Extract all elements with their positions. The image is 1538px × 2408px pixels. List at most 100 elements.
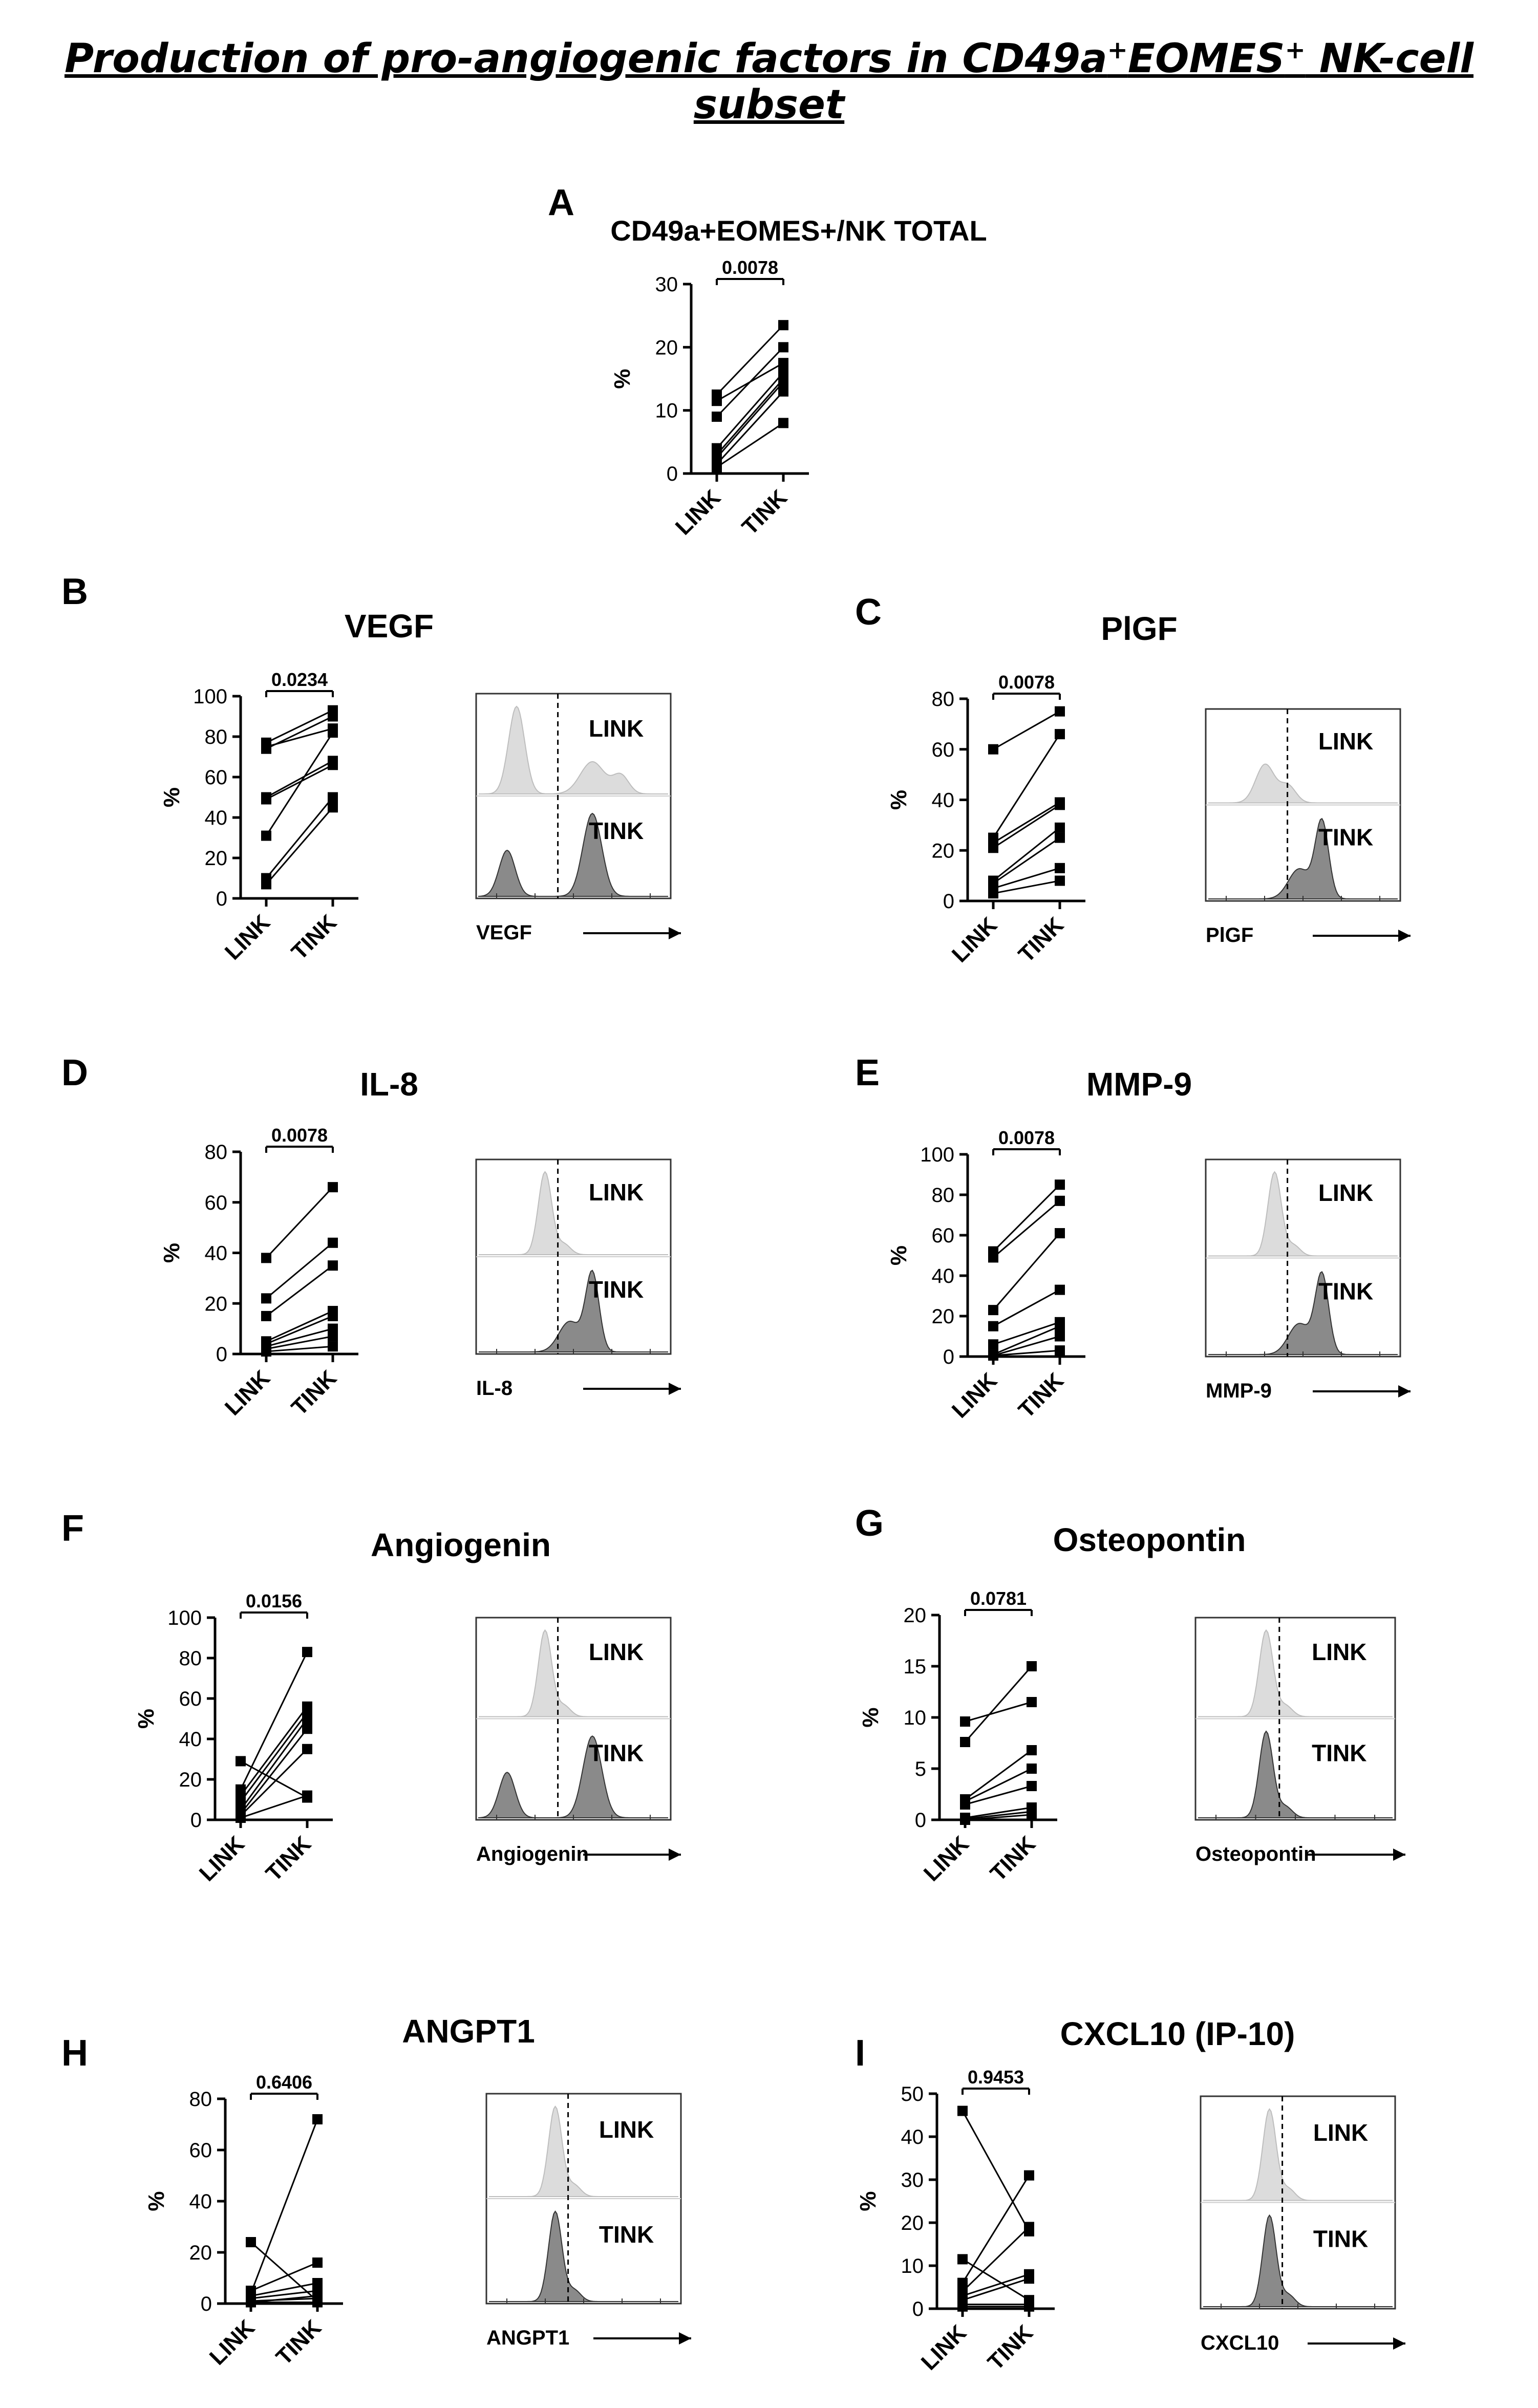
histogram-inset: LINK TINK Angiogenin: [475, 1617, 681, 1865]
tink-point: [328, 1310, 338, 1321]
link-point: [246, 2297, 256, 2308]
x-tick-label: TINK: [287, 1365, 341, 1420]
histogram-label-link: LINK: [1318, 728, 1373, 755]
histogram-inset: LINK TINK PlGF: [1205, 708, 1411, 947]
tink-point: [1024, 2301, 1034, 2312]
tink-point: [1055, 706, 1065, 717]
tink-point: [302, 1744, 312, 1754]
panel-title: VEGF: [345, 608, 434, 644]
y-axis-label: %: [159, 1243, 184, 1263]
y-tick-label: 40: [179, 1728, 202, 1751]
panel-letter: I: [855, 2033, 865, 2074]
pair-line: [266, 760, 333, 798]
panel-title: PlGF: [1101, 610, 1177, 647]
pair-line: [716, 372, 784, 449]
link-point: [261, 1346, 271, 1357]
link-histogram-peak: [489, 2105, 678, 2197]
y-tick-label: 40: [901, 2126, 924, 2148]
histogram-inset: LINK TINK IL-8: [475, 1158, 681, 1400]
histogram-label-tink: TINK: [589, 818, 644, 844]
panel-letter: E: [855, 1052, 880, 1093]
pair-line: [266, 1345, 333, 1352]
tink-point: [1027, 1781, 1037, 1791]
tink-point: [1055, 863, 1065, 873]
p-value-label: 0.0078: [998, 672, 1055, 693]
histogram-marker-label: Osteopontin: [1195, 1843, 1316, 1865]
tink-point: [1055, 822, 1065, 833]
y-axis-label: %: [159, 787, 184, 807]
tink-point: [328, 792, 338, 803]
arrow-head-icon: [1398, 930, 1411, 942]
pair-line: [993, 867, 1060, 889]
pair-line: [993, 1325, 1060, 1356]
tink-point: [1055, 832, 1065, 843]
histogram-label-link: LINK: [589, 1179, 644, 1206]
x-tick-label: LINK: [195, 1831, 249, 1886]
link-point: [988, 1252, 998, 1263]
link-histogram-peak: [1208, 763, 1398, 804]
histogram-label-tink: TINK: [1313, 2226, 1368, 2252]
x-tick-label: LINK: [947, 1368, 1002, 1423]
link-point: [236, 1756, 246, 1767]
pair-line: [266, 1335, 333, 1350]
y-tick-label: 0: [912, 2298, 924, 2320]
link-histogram-peak: [1208, 1171, 1398, 1257]
link-point: [246, 2237, 256, 2247]
tink-point: [328, 1260, 338, 1271]
tink-point: [778, 386, 788, 397]
y-tick-label: 15: [904, 1655, 927, 1678]
link-point: [261, 1310, 271, 1321]
y-tick-label: 0: [190, 1809, 202, 1832]
link-point: [957, 2254, 968, 2265]
figure-title: Production of pro-angiogenic factors in …: [64, 36, 1474, 128]
link-histogram-peak: [1203, 2108, 1393, 2201]
pair-line: [965, 1814, 1032, 1821]
link-point: [236, 1796, 246, 1807]
y-tick-label: 80: [932, 688, 955, 711]
pair-line: [965, 1807, 1032, 1819]
panel-letter: D: [61, 1052, 88, 1093]
histogram-marker-label: MMP-9: [1206, 1380, 1272, 1402]
pair-line: [716, 381, 784, 459]
pair-line: [965, 1701, 1032, 1723]
link-point: [957, 2301, 968, 2312]
pair-line: [716, 347, 784, 418]
panel-title: ANGPT1: [402, 2013, 535, 2050]
p-value-label: 0.0078: [271, 1125, 328, 1146]
pair-line: [266, 1310, 333, 1342]
pair-line: [240, 1748, 308, 1817]
y-tick-label: 60: [189, 2139, 212, 2162]
tink-point: [778, 377, 788, 388]
histogram-label-tink: TINK: [1318, 1278, 1373, 1304]
pair-line: [993, 1349, 1060, 1357]
pair-line: [993, 1336, 1060, 1357]
y-axis-label: %: [858, 1707, 883, 1727]
histogram-label-link: LINK: [1313, 2119, 1368, 2146]
pair-line: [266, 1264, 333, 1317]
tink-histogram-peak: [478, 1735, 668, 1818]
tink-histogram-peak: [1198, 1730, 1393, 1818]
histogram-label-link: LINK: [589, 1639, 644, 1665]
y-tick-label: 20: [932, 840, 955, 862]
histogram-label-tink: TINK: [589, 1739, 644, 1766]
y-tick-label: 20: [655, 336, 678, 359]
pair-line: [993, 1289, 1060, 1327]
x-tick-label: TINK: [1014, 1368, 1069, 1423]
pair-line: [250, 2119, 318, 2294]
y-tick-label: 20: [904, 1604, 927, 1627]
panel-title: Osteopontin: [1053, 1521, 1246, 1558]
pair-line: [265, 732, 334, 836]
histogram-label-tink: TINK: [599, 2221, 654, 2248]
histogram-marker-label: VEGF: [476, 921, 532, 944]
panel-title: CD49a+EOMES+/NK TOTAL: [610, 214, 987, 247]
tink-point: [312, 2258, 323, 2268]
y-axis-label: %: [856, 2191, 881, 2211]
tink-point: [302, 1647, 312, 1658]
link-point: [712, 412, 722, 422]
y-tick-label: 0: [943, 890, 954, 913]
link-point: [960, 1716, 970, 1727]
